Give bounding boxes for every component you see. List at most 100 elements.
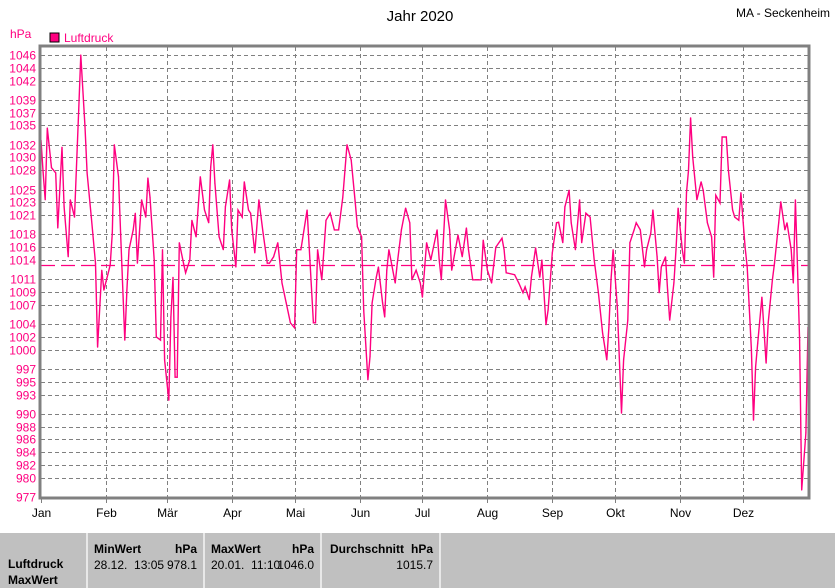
data-point: [658, 292, 660, 294]
data-point: [405, 207, 407, 209]
data-point: [369, 356, 371, 358]
data-point: [616, 306, 618, 308]
max-header: MaxWert: [211, 542, 261, 556]
data-point: [346, 144, 348, 146]
data-point: [218, 236, 220, 238]
data-point: [300, 249, 302, 251]
data-point: [558, 221, 560, 223]
data-point: [664, 256, 667, 258]
y-tick-label: 1021: [9, 209, 36, 223]
y-tick-label: 1042: [9, 75, 36, 89]
data-point: [767, 322, 769, 324]
data-point: [430, 259, 432, 261]
data-point: [342, 196, 344, 198]
station-name: MA - Seckenheim: [736, 6, 830, 20]
data-point: [268, 262, 270, 264]
data-point: [683, 262, 686, 264]
data-point: [602, 332, 604, 334]
data-point: [771, 279, 774, 281]
data-point: [386, 269, 388, 271]
y-tick-label: 1000: [9, 344, 36, 358]
data-point: [555, 222, 558, 224]
y-tick-label: 1002: [9, 331, 36, 345]
data-point: [306, 209, 308, 211]
data-point: [46, 127, 48, 129]
row-label-maxwert: MaxWert: [8, 573, 58, 587]
data-point: [147, 177, 149, 179]
data-point: [440, 279, 442, 281]
data-point: [250, 212, 252, 214]
y-tick-label: 1016: [9, 241, 36, 255]
data-point: [744, 246, 746, 248]
data-point: [400, 229, 402, 231]
data-point: [356, 226, 358, 228]
data-point: [384, 316, 386, 318]
data-point: [161, 249, 164, 251]
data-point: [660, 266, 662, 268]
data-point: [266, 262, 268, 264]
data-point: [738, 219, 740, 221]
x-tick-label: Jul: [415, 506, 430, 520]
data-point: [518, 282, 520, 284]
data-point: [367, 379, 369, 381]
data-point: [780, 201, 782, 203]
data-point: [752, 419, 755, 421]
x-tick-label: Jan: [32, 506, 51, 520]
data-point: [426, 242, 428, 244]
data-point: [750, 349, 753, 351]
data-point: [685, 192, 688, 194]
data-point: [222, 249, 224, 251]
data-point: [786, 222, 788, 224]
avg-header: Durchschnitt: [330, 542, 405, 556]
chart-title: Jahr 2020: [387, 8, 454, 25]
data-point: [732, 209, 734, 211]
data-point: [57, 227, 59, 229]
data-point: [191, 219, 193, 221]
data-point: [773, 262, 776, 264]
x-tick-label: Mär: [157, 506, 178, 520]
data-point: [562, 242, 564, 244]
y-tick-label: 1004: [9, 318, 36, 332]
data-point: [195, 236, 197, 238]
data-point: [721, 136, 723, 138]
data-point: [461, 256, 463, 258]
data-point: [350, 159, 352, 161]
y-tick-label: 1035: [9, 119, 36, 133]
data-point: [495, 246, 497, 248]
data-point: [78, 109, 80, 111]
data-point: [159, 339, 162, 341]
x-tick-label: Aug: [477, 506, 498, 520]
data-point: [50, 167, 53, 169]
data-point: [149, 196, 151, 198]
x-tick-label: Sep: [542, 506, 564, 520]
data-point: [382, 302, 384, 304]
max-value: 1046.0: [277, 558, 314, 572]
data-point: [719, 202, 721, 204]
data-point: [480, 279, 482, 281]
statistics-panel: Luftdruck MaxWert MinWert hPa 28.12. 13:…: [0, 533, 835, 588]
data-point: [296, 249, 298, 251]
data-point: [178, 242, 180, 244]
data-point: [690, 117, 692, 119]
data-point: [224, 206, 226, 208]
y-tick-label: 1011: [10, 273, 36, 287]
data-point: [472, 279, 474, 281]
data-point: [656, 256, 658, 258]
data-point: [541, 259, 543, 261]
data-point: [610, 279, 612, 281]
data-point: [667, 289, 669, 291]
data-point: [727, 169, 730, 171]
data-point: [273, 256, 275, 258]
data-point: [444, 199, 447, 201]
data-point: [111, 232, 113, 234]
data-point: [606, 359, 608, 361]
data-point: [794, 199, 797, 201]
data-point: [713, 276, 715, 278]
data-point: [241, 216, 243, 218]
legend-label: Luftdruck: [64, 31, 114, 45]
data-point: [623, 359, 625, 361]
series-line-luftdruck: [40, 54, 809, 491]
y-tick-label: 1044: [9, 62, 36, 76]
data-point: [371, 302, 373, 304]
data-point: [581, 242, 583, 244]
